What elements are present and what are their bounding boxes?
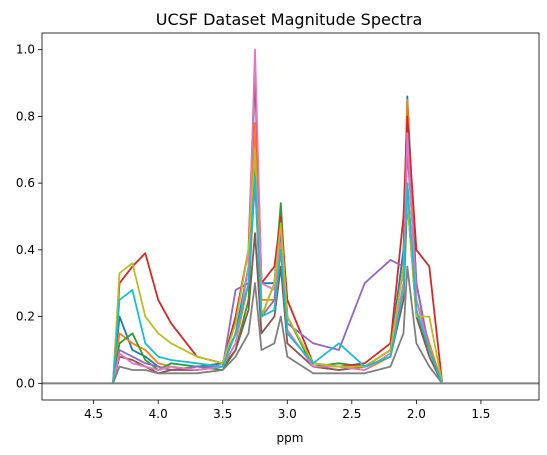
plot-frame: [41, 32, 540, 401]
x-axis-ticks: 4.5 4.0 3.5 3.0 2.5 2.0 1.5: [84, 400, 490, 421]
x-tick-label: 4.0: [149, 407, 168, 421]
y-tick-label: 0.6: [16, 176, 35, 190]
y-tick-label: 1.0: [16, 43, 35, 57]
series-layer: [112, 48, 444, 384]
spectrum-line-8: [112, 265, 443, 384]
x-tick-label: 4.5: [84, 407, 103, 421]
chart-title: UCSF Dataset Magnitude Spectra: [156, 10, 423, 29]
x-tick-label: 3.5: [213, 407, 232, 421]
spectrum-line-4: [112, 65, 444, 384]
y-tick-label: 0.4: [16, 243, 35, 257]
x-tick-label: 2.5: [342, 407, 361, 421]
y-axis-ticks: 0.0 0.2 0.4 0.6 0.8 1.0: [16, 43, 42, 390]
x-axis-label: ppm: [277, 431, 304, 445]
y-tick-label: 0.0: [16, 376, 35, 390]
x-tick-label: 2.0: [407, 407, 426, 421]
y-tick-label: 0.8: [16, 109, 35, 123]
x-tick-label: 1.5: [471, 407, 490, 421]
y-tick-label: 0.2: [16, 310, 35, 324]
x-tick-label: 3.0: [278, 407, 297, 421]
spectrum-line-6: [112, 198, 444, 384]
spectrum-line-10: [112, 175, 444, 384]
